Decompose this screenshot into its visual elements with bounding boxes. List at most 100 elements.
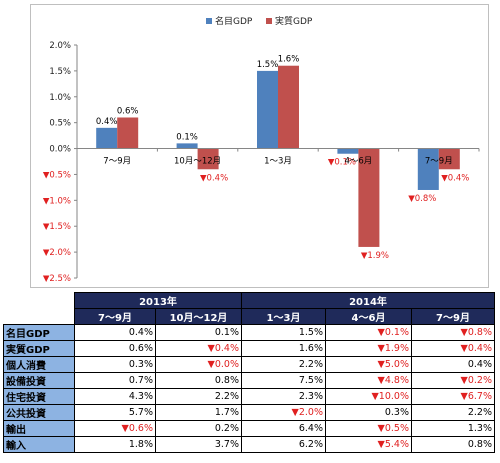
period-header: 10月～12月 [155, 308, 242, 325]
table-cell: 1.6% [241, 340, 326, 357]
table-cell: 0.4% [411, 356, 495, 373]
legend-swatch [206, 18, 212, 24]
row-label: 公共投資 [3, 404, 75, 421]
data-label: ▼0.4% [200, 173, 228, 183]
table-cell: 3.7% [155, 436, 242, 453]
year-header-row: 2013年 2014年 [3, 292, 495, 309]
y-tick-label: ▼2.5% [43, 274, 71, 284]
legend-label: 実質GDP [275, 15, 313, 27]
year-header: 2014年 [241, 292, 495, 309]
table-cell: ▼5.0% [325, 356, 412, 373]
legend-swatch [266, 18, 272, 24]
table-cell: 0.1% [155, 324, 242, 341]
table-cell: ▼10.0% [325, 388, 412, 405]
table-cell: 4.3% [74, 388, 156, 405]
y-tick-label: 0.0% [49, 145, 71, 155]
table-cell: 6.2% [241, 436, 326, 453]
bar [257, 70, 278, 149]
row-label: 輸出 [3, 420, 75, 437]
bar [197, 148, 219, 170]
table-cell: ▼1.9% [325, 340, 412, 357]
table-row: 輸入 1.8% 3.7% 6.2% ▼5.4% 0.8% [3, 436, 495, 453]
table-cell: 0.8% [411, 436, 495, 453]
y-tick-label: ▼1.0% [43, 196, 71, 206]
table-cell: 5.7% [74, 404, 156, 421]
chart-area: 名目GDP 実質GDP 2.0% 1.5% 1.0% 0.5% 0.0% ▼0.5% ▼1.0%… [30, 4, 489, 288]
table-cell: 2.2% [155, 388, 242, 405]
table-cell: ▼0.1% [325, 324, 412, 341]
table-row: 輸出 ▼0.6% 0.2% 6.4% ▼0.5% 1.3% [3, 420, 495, 437]
data-label: 0.4% [96, 117, 118, 127]
bar [117, 117, 139, 149]
table-cell: ▼4.8% [325, 372, 412, 389]
period-header: 1～3月 [241, 308, 326, 325]
data-label: 0.6% [117, 106, 139, 116]
y-tick-label: 1.5% [49, 67, 71, 77]
table-cell: ▼5.4% [325, 436, 412, 453]
table-cell: 2.2% [241, 356, 326, 373]
table-cell: ▼0.6% [74, 420, 156, 437]
table-cell: 2.2% [411, 404, 495, 421]
bar [417, 148, 439, 190]
table-row: 実質GDP 0.6% ▼0.4% 1.6% ▼1.9% ▼0.4% [3, 340, 495, 357]
category-label: 7～9月 [103, 157, 131, 167]
table-cell: ▼0.8% [411, 324, 495, 341]
period-header-row: 7～9月 10月～12月 1～3月 4～6月 7～9月 [3, 308, 495, 325]
corner-cell [3, 308, 75, 325]
row-label: 実質GDP [3, 340, 75, 357]
bar [438, 148, 460, 170]
table-row: 公共投資 5.7% 1.7% ▼2.0% 0.3% 2.2% [3, 404, 495, 421]
bar [337, 148, 359, 154]
year-header: 2013年 [74, 292, 242, 309]
table-cell: 0.6% [74, 340, 156, 357]
legend-label: 名目GDP [215, 15, 253, 27]
table-row: 設備投資 0.7% 0.8% 7.5% ▼4.8% ▼0.2% [3, 372, 495, 389]
table-cell: 0.3% [325, 404, 412, 421]
table-cell: 7.5% [241, 372, 326, 389]
gdp-table: 2013年 2014年 7～9月 10月～12月 1～3月 4～6月 7～9月 … [3, 292, 495, 453]
table-cell: 0.3% [74, 356, 156, 373]
y-tick-label: 2.0% [49, 41, 71, 51]
table-cell: 1.3% [411, 420, 495, 437]
table-cell: 0.2% [155, 420, 242, 437]
y-tick-label: ▼2.0% [43, 248, 71, 258]
category-label: 4～6月 [344, 157, 372, 167]
data-label: 1.6% [278, 55, 300, 65]
period-header: 7～9月 [74, 308, 156, 325]
table-cell: ▼2.0% [241, 404, 326, 421]
category-label: 10月～12月 [174, 157, 221, 167]
table-cell: 6.4% [241, 420, 326, 437]
bar [278, 65, 299, 149]
table-cell: ▼0.5% [325, 420, 412, 437]
period-header: 7～9月 [411, 308, 495, 325]
table-cell: 2.3% [241, 388, 326, 405]
data-label: ▼0.1% [328, 158, 356, 168]
data-label: 0.1% [176, 132, 198, 142]
table-cell: 0.7% [74, 372, 156, 389]
row-label: 住宅投資 [3, 388, 75, 405]
data-label: 1.5% [257, 60, 279, 70]
table-cell: 0.8% [155, 372, 242, 389]
y-tick-label: 1.0% [49, 93, 71, 103]
bar-chart: 名目GDP 実質GDP 2.0% 1.5% 1.0% 0.5% 0.0% ▼0.5% ▼1.0%… [43, 15, 480, 284]
row-label: 個人消費 [3, 356, 75, 373]
table-row: 個人消費 0.3% ▼0.0% 2.2% ▼5.0% 0.4% [3, 356, 495, 373]
bar [96, 127, 118, 149]
bar [358, 148, 380, 247]
table-row: 名目GDP 0.4% 0.1% 1.5% ▼0.1% ▼0.8% [3, 324, 495, 341]
table-cell: 1.8% [74, 436, 156, 453]
table-cell: 0.4% [74, 324, 156, 341]
bar [176, 143, 198, 149]
table-cell: ▼0.0% [155, 356, 242, 373]
table-cell: ▼0.4% [411, 340, 495, 357]
row-label: 設備投資 [3, 372, 75, 389]
table-cell: ▼0.4% [155, 340, 242, 357]
category-label: 7～9月 [425, 157, 453, 167]
data-label: ▼0.8% [408, 194, 436, 204]
row-label: 名目GDP [3, 324, 75, 341]
category-label: 1～3月 [264, 157, 292, 167]
row-label: 輸入 [3, 436, 75, 453]
data-label: ▼0.4% [441, 173, 469, 183]
table-row: 住宅投資 4.3% 2.2% 2.3% ▼10.0% ▼6.7% [3, 388, 495, 405]
table-cell: 1.5% [241, 324, 326, 341]
